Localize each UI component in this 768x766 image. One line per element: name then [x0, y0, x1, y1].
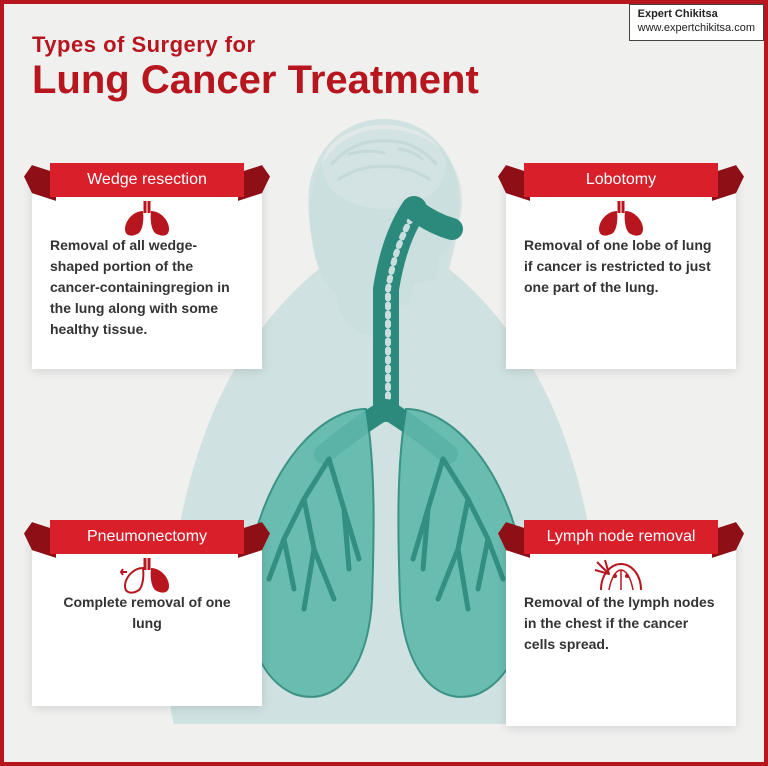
card-title: Pneumonectomy — [50, 520, 244, 554]
card-description: Removal of the lymph nodes in the chest … — [524, 592, 718, 655]
card-description: Removal of all wedge-shaped portion of t… — [50, 235, 244, 340]
ribbon: Wedge resection — [42, 163, 252, 197]
attribution-url: www.expertchikitsa.com — [638, 21, 755, 35]
heading-line1: Types of Surgery for — [32, 32, 479, 58]
card-title: Wedge resection — [50, 163, 244, 197]
attribution-brand: Expert Chikitsa — [638, 7, 755, 21]
infographic-frame: Expert Chikitsa www.expertchikitsa.com T… — [0, 0, 768, 766]
heading-line2: Lung Cancer Treatment — [32, 58, 479, 102]
ribbon: Lymph node removal — [516, 520, 726, 554]
main-heading: Types of Surgery for Lung Cancer Treatme… — [32, 32, 479, 102]
card-lymph-node-removal: Lymph node removal Removal of the lymph … — [506, 536, 736, 726]
card-pneumonectomy: Pneumonectomy Complete removal of one lu… — [32, 536, 262, 706]
card-title: Lobotomy — [524, 163, 718, 197]
attribution-box: Expert Chikitsa www.expertchikitsa.com — [629, 4, 764, 41]
lungs-icon — [117, 197, 177, 239]
card-wedge-resection: Wedge resection Removal of all wedge-sha… — [32, 179, 262, 369]
lungs-one-removed-icon — [117, 554, 177, 596]
lungs-icon — [591, 197, 651, 239]
card-title: Lymph node removal — [524, 520, 718, 554]
chest-lymph-icon — [591, 554, 651, 596]
card-description: Complete removal of one lung — [50, 592, 244, 634]
card-lobotomy: Lobotomy Removal of one lobe of lung if … — [506, 179, 736, 369]
ribbon: Lobotomy — [516, 163, 726, 197]
card-description: Removal of one lobe of lung if cancer is… — [524, 235, 718, 298]
ribbon: Pneumonectomy — [42, 520, 252, 554]
